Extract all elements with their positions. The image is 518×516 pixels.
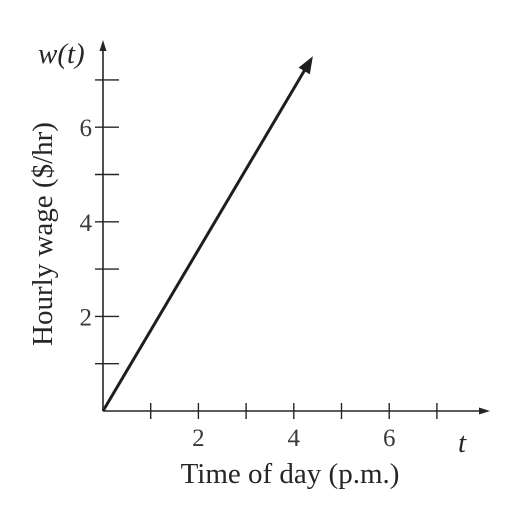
data-series	[101, 56, 313, 412]
axis-ticks	[95, 79, 438, 419]
tick-labels: 2 4 6 2 4 6	[80, 115, 396, 452]
x-tick-label: 6	[383, 425, 396, 452]
y-axis-arrowhead	[99, 40, 107, 51]
y-axis-title: Hourly wage ($/hr)	[27, 122, 59, 346]
series-arrowhead	[298, 56, 313, 75]
x-axis-arrowhead	[479, 407, 490, 415]
y-function-label: w(t)	[38, 38, 85, 70]
y-tick-label: 4	[80, 210, 93, 237]
x-tick-label: 4	[288, 425, 301, 452]
x-variable-label: t	[458, 427, 467, 459]
x-axis-title: Time of day (p.m.)	[181, 458, 400, 490]
y-tick-label: 6	[80, 115, 93, 142]
y-tick-label: 2	[80, 304, 93, 331]
series-line	[101, 68, 307, 412]
axes	[99, 40, 490, 415]
x-tick-label: 2	[192, 425, 205, 452]
